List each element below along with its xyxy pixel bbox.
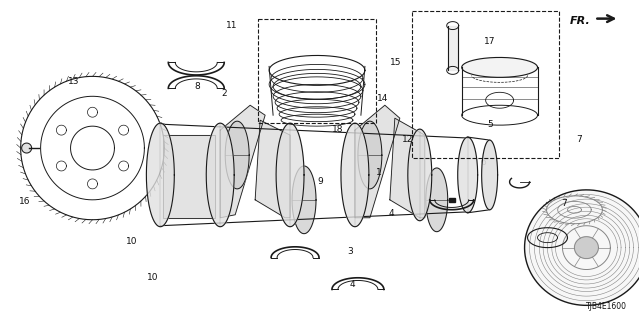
Text: 4: 4 bbox=[388, 209, 394, 218]
Text: 9: 9 bbox=[317, 177, 323, 186]
Text: 16: 16 bbox=[19, 197, 31, 206]
Polygon shape bbox=[458, 137, 477, 213]
Polygon shape bbox=[341, 123, 369, 227]
Polygon shape bbox=[225, 121, 249, 189]
Polygon shape bbox=[163, 135, 215, 218]
Text: 7: 7 bbox=[576, 135, 582, 144]
Text: 11: 11 bbox=[226, 21, 237, 30]
Text: 2: 2 bbox=[221, 89, 227, 98]
Text: 14: 14 bbox=[377, 94, 388, 103]
Polygon shape bbox=[408, 129, 432, 221]
Polygon shape bbox=[390, 118, 425, 218]
Text: 10: 10 bbox=[126, 237, 138, 246]
Polygon shape bbox=[575, 237, 598, 259]
Text: 4: 4 bbox=[349, 280, 355, 289]
Text: 12: 12 bbox=[403, 135, 414, 144]
Text: TJB4E1600: TJB4E1600 bbox=[586, 302, 627, 311]
Text: 5: 5 bbox=[487, 120, 493, 129]
Bar bbox=[412, 11, 559, 158]
Polygon shape bbox=[448, 26, 458, 70]
Text: 8: 8 bbox=[195, 82, 200, 91]
Polygon shape bbox=[358, 121, 382, 189]
Text: 13: 13 bbox=[68, 77, 80, 86]
Polygon shape bbox=[292, 166, 316, 234]
Text: 17: 17 bbox=[483, 37, 495, 46]
Bar bbox=[258, 19, 376, 123]
Polygon shape bbox=[461, 58, 538, 77]
Text: 7: 7 bbox=[561, 199, 567, 208]
Polygon shape bbox=[206, 123, 234, 227]
Text: 3: 3 bbox=[348, 247, 353, 256]
Text: FR.: FR. bbox=[570, 16, 591, 26]
Bar bbox=[449, 198, 454, 202]
Polygon shape bbox=[276, 123, 304, 227]
Polygon shape bbox=[147, 123, 174, 227]
Polygon shape bbox=[355, 105, 400, 218]
Polygon shape bbox=[426, 168, 448, 232]
Polygon shape bbox=[482, 140, 498, 210]
Text: 10: 10 bbox=[147, 273, 159, 282]
Text: 15: 15 bbox=[390, 58, 401, 67]
Text: 18: 18 bbox=[332, 125, 344, 134]
Text: 6: 6 bbox=[481, 158, 486, 167]
Polygon shape bbox=[525, 190, 640, 305]
Polygon shape bbox=[255, 120, 290, 218]
Text: 1: 1 bbox=[376, 168, 381, 177]
Polygon shape bbox=[22, 143, 31, 153]
Polygon shape bbox=[220, 105, 265, 218]
